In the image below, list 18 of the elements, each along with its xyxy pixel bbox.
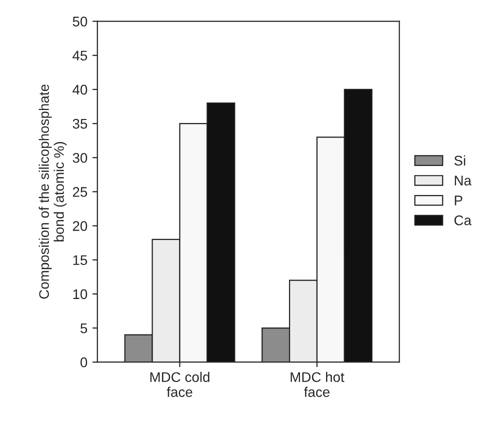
y-tick-label: 50 xyxy=(72,16,88,26)
legend-label: P xyxy=(454,196,462,206)
y-tick-label: 20 xyxy=(72,221,88,231)
y-tick-label: 15 xyxy=(73,255,88,266)
y-tick-label: 5 xyxy=(80,323,88,334)
y-tick-label: 30 xyxy=(72,152,88,163)
y-tick-label: 0 xyxy=(80,357,88,368)
y-tick-label: 25 xyxy=(72,187,88,197)
y-tick-label: 10 xyxy=(73,289,88,300)
y-tick-label: 40 xyxy=(72,84,88,95)
legend-label: Na xyxy=(454,176,472,186)
x-tick-label: MDC cold face xyxy=(150,372,210,397)
legend-label: Ca xyxy=(454,215,472,226)
legend-label: Si xyxy=(454,155,466,166)
y-tick-label: 45 xyxy=(72,50,88,61)
x-tick-label: MDC hot face xyxy=(290,372,344,397)
y-tick-label: 35 xyxy=(72,118,88,129)
y-axis-title: Composition of the silicophosphate bond (atomic %) xyxy=(38,84,67,299)
